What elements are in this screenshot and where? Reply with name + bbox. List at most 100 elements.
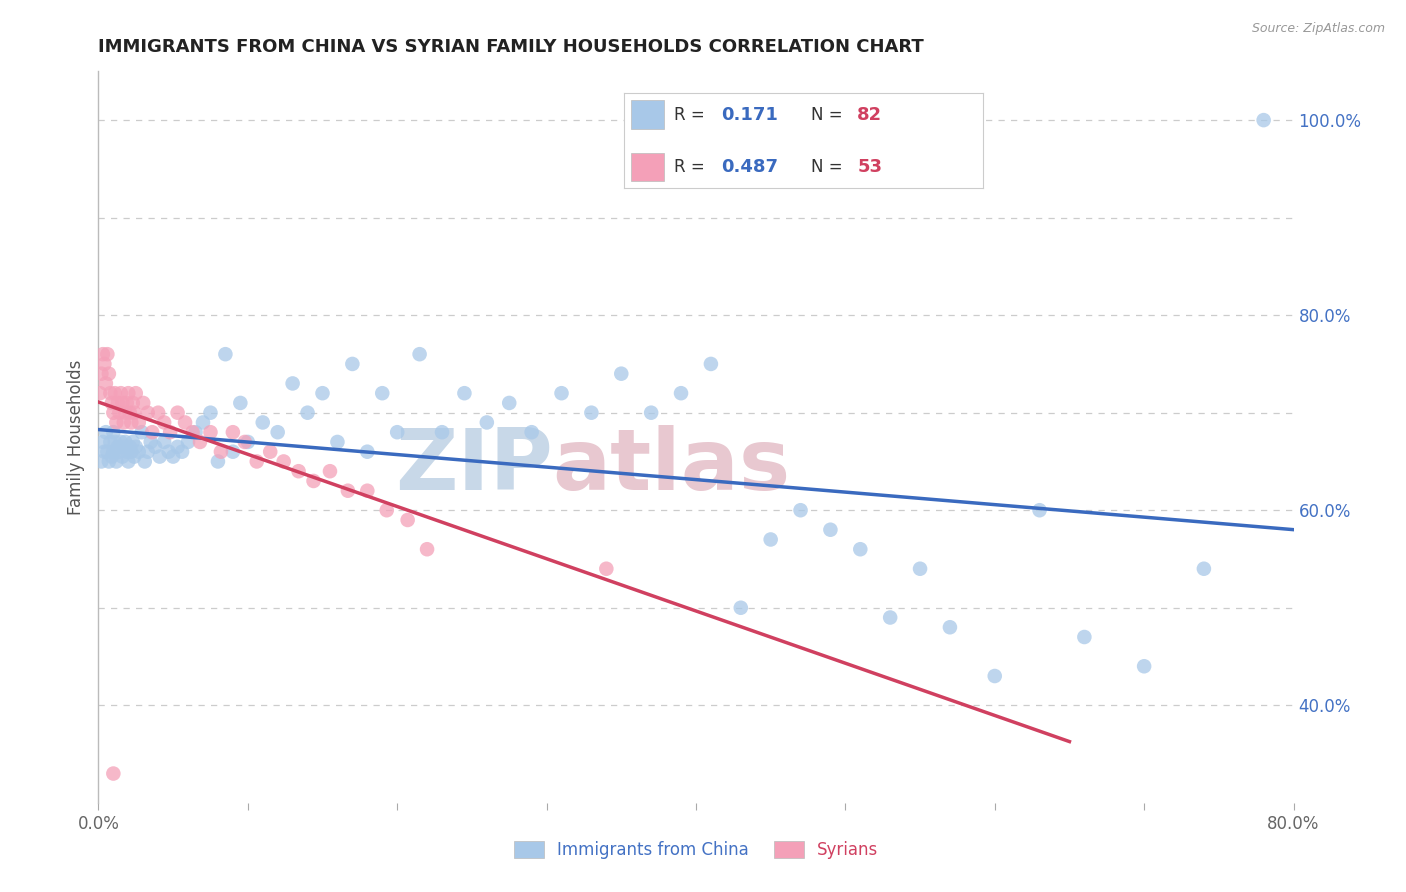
Point [103,425,125,440]
Point [311,386,333,401]
Point [96,444,118,458]
Point [115,396,138,410]
Point [1133,659,1156,673]
Point [1192,562,1215,576]
Point [336,483,359,498]
Point [174,416,197,430]
Point [669,386,692,401]
Point [1073,630,1095,644]
Point [125,440,148,454]
Point [136,444,159,458]
Point [157,444,180,458]
Point [93,357,115,371]
Point [90,367,112,381]
Point [141,425,163,440]
Point [326,434,349,449]
Point [114,434,136,449]
Point [356,483,378,498]
Point [550,386,572,401]
Point [520,425,543,440]
Point [131,425,153,440]
Point [640,406,662,420]
Point [595,562,617,576]
Point [281,376,304,391]
Legend: Immigrants from China, Syrians: Immigrants from China, Syrians [505,833,887,868]
Point [214,347,236,361]
Point [984,669,1007,683]
Point [759,533,782,547]
Point [610,367,633,381]
Point [236,434,259,449]
Y-axis label: Family Households: Family Households [67,359,86,515]
Point [124,406,146,420]
Point [188,434,211,449]
Point [104,434,127,449]
Point [117,386,139,401]
Point [103,766,125,780]
Point [89,386,111,401]
Point [128,416,150,430]
Point [91,347,114,361]
Point [108,444,131,458]
Point [111,396,134,410]
Point [246,454,269,468]
Point [209,444,232,458]
Point [132,396,155,410]
Point [200,406,222,420]
Point [134,454,156,468]
Point [101,396,124,410]
Point [120,444,142,458]
Point [97,454,120,468]
Point [789,503,811,517]
Point [207,454,229,468]
Point [94,425,117,440]
Point [375,503,398,517]
Point [153,416,176,430]
Point [149,450,172,464]
Point [143,440,166,454]
Point [908,562,931,576]
Point [191,416,214,430]
Text: IMMIGRANTS FROM CHINA VS SYRIAN FAMILY HOUSEHOLDS CORRELATION CHART: IMMIGRANTS FROM CHINA VS SYRIAN FAMILY H… [98,38,924,56]
Point [181,425,204,440]
Point [96,347,118,361]
Point [124,450,146,464]
Point [184,425,207,440]
Point [110,434,132,449]
Point [136,406,159,420]
Point [153,434,176,449]
Point [121,396,143,410]
Point [730,600,752,615]
Point [172,444,194,458]
Point [302,474,325,488]
Point [98,386,122,401]
Point [200,425,222,440]
Point [121,434,143,449]
Point [94,376,117,391]
Point [91,434,114,449]
Point [453,386,475,401]
Point [297,406,319,420]
Point [166,440,188,454]
Point [385,425,409,440]
Point [110,386,132,401]
Point [233,434,256,449]
Point [879,610,901,624]
Point [105,454,128,468]
Point [112,440,135,454]
Point [98,434,122,449]
Point [97,367,120,381]
Point [396,513,419,527]
Point [229,396,252,410]
Point [287,464,309,478]
Point [259,444,281,458]
Point [430,425,453,440]
Point [1028,503,1050,517]
Text: Source: ZipAtlas.com: Source: ZipAtlas.com [1251,22,1385,36]
Point [498,396,520,410]
Point [820,523,842,537]
Point [371,386,394,401]
Point [700,357,723,371]
Point [1253,113,1275,128]
Point [356,444,378,458]
